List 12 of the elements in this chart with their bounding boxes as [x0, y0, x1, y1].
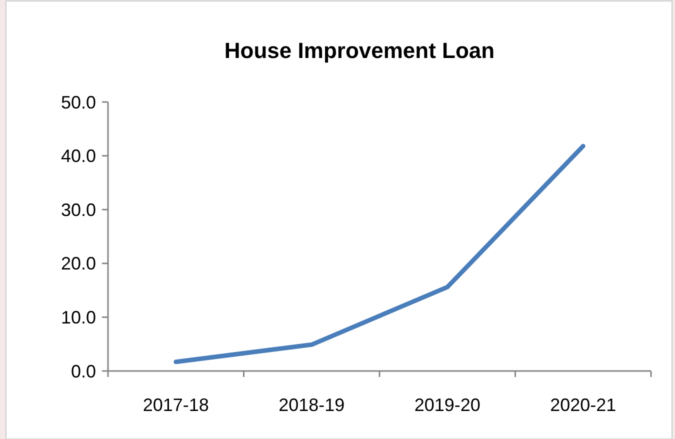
y-tick-label: 0.0: [70, 361, 96, 382]
y-tick-label: 30.0: [60, 200, 96, 220]
y-tick-label: 10.0: [60, 308, 96, 328]
x-tick-label: 2018-19: [278, 395, 345, 415]
chart-title: House Improvement Loan: [224, 38, 495, 63]
x-tick-label: 2017-18: [142, 395, 209, 415]
y-tick-label: 40.0: [60, 146, 96, 166]
y-tick-label: 20.0: [60, 254, 96, 274]
x-tick-label: 2019-20: [414, 395, 480, 415]
line-series: [174, 144, 586, 364]
x-tick-label: 2020-21: [550, 395, 616, 415]
y-tick-label: 50.0: [60, 92, 96, 112]
